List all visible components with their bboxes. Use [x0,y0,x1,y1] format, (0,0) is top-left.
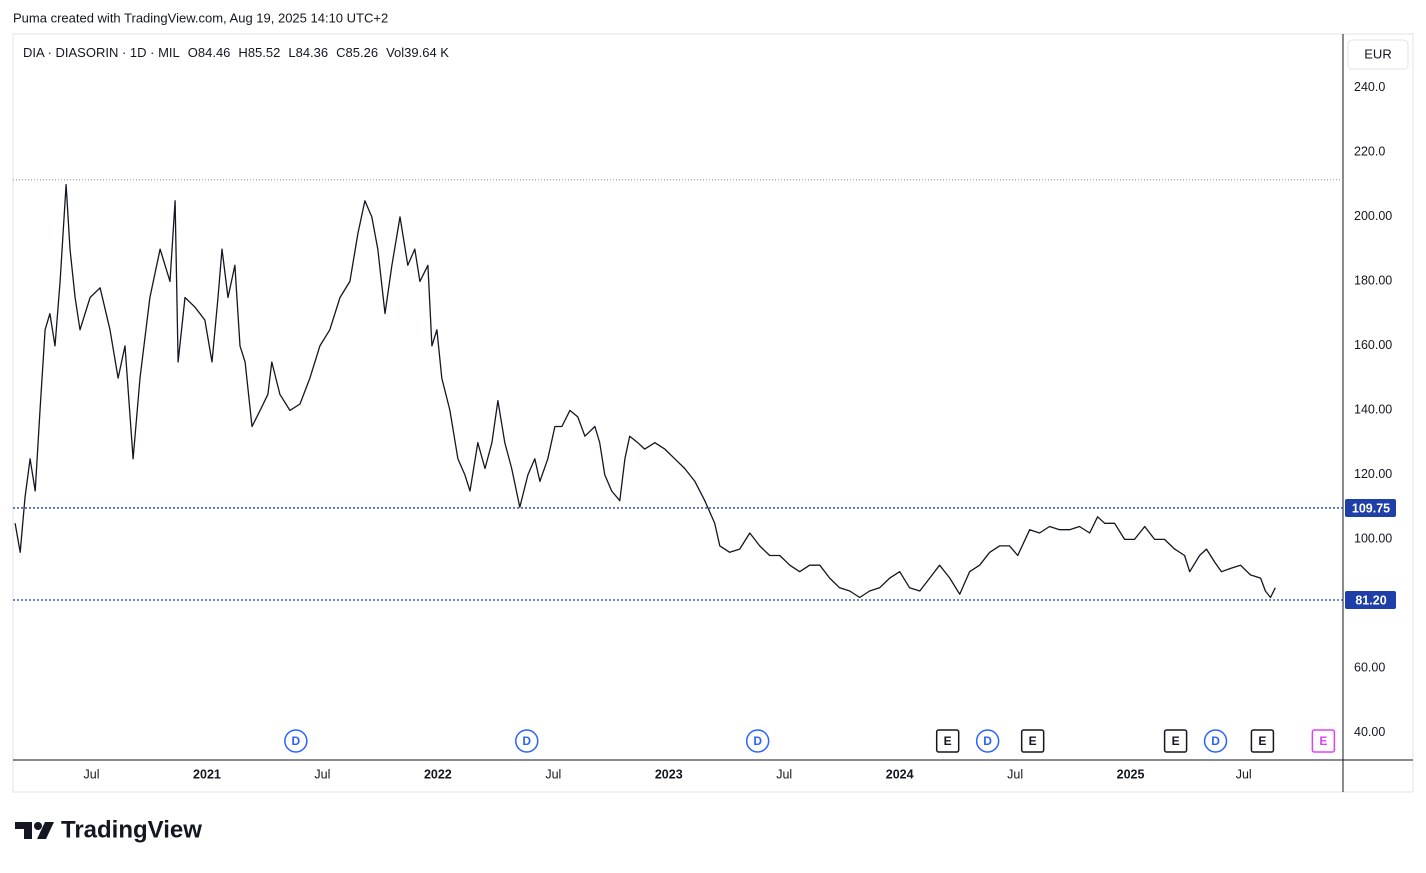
event-badge [515,729,539,753]
event-marker[interactable]: E [935,729,960,753]
price-line-label: 109.75 [1352,501,1390,515]
y-tick-label: 40.00 [1354,725,1385,739]
x-tick-label: Jul [84,767,100,781]
event-marker[interactable]: D [284,729,308,753]
event-badge [745,729,770,753]
event-badge [935,729,960,753]
y-tick-label: 60.00 [1354,661,1385,675]
event-label: E [1172,734,1180,748]
event-badge [975,729,1000,753]
x-tick-label: Jul [1007,767,1023,781]
x-tick-label: Jul [776,767,792,781]
price-line-series [14,183,1276,599]
currency-button[interactable] [1347,39,1409,70]
event-label: E [944,734,952,748]
x-tick-label: 2022 [424,767,452,781]
brand-logo [15,822,54,839]
price-line-label-bg [1345,591,1396,610]
symbol-legend: DIA · DIASORIN · 1D · MIL O84.46 H85.52 L84… [23,45,449,60]
event-marker[interactable]: D [515,729,539,753]
y-tick-label: 200.00 [1354,209,1392,223]
price-line-label-bg [1345,498,1396,517]
x-tick-label: 2023 [655,767,683,781]
event-label: E [1258,734,1266,748]
symbol: DIA · DIASORIN · 1D · MIL [23,45,180,60]
event-marker[interactable]: D [1203,729,1228,753]
ohlc-value: 84.36 [296,45,329,60]
event-label: D [753,734,762,748]
event-label: E [1029,734,1037,748]
x-tick-label: 2024 [886,767,914,781]
event-marker[interactable]: D [745,729,770,753]
x-tick-label: Jul [545,767,561,781]
event-badge [1250,729,1275,753]
event-badge [1311,729,1336,753]
x-tick-label: Jul [1236,767,1252,781]
ohlc-value: 85.52 [248,45,281,60]
event-badge [284,729,308,753]
y-tick-label: 160.00 [1354,338,1392,352]
x-tick-label: 2025 [1117,767,1145,781]
event-marker[interactable]: D [975,729,1000,753]
y-tick-label: 220.0 [1354,145,1385,159]
ohlc-label: C [336,45,345,60]
y-tick-label: 180.00 [1354,274,1392,288]
y-tick-label: 100.00 [1354,532,1392,546]
ohlc-value: 84.46 [198,45,231,60]
chart-frame [12,33,1414,793]
event-label: D [522,734,531,748]
event-marker[interactable]: E [1020,729,1045,753]
price-line-label: 81.20 [1355,593,1386,607]
ohlc-label: O [188,45,198,60]
y-tick-label: 240.0 [1354,80,1385,94]
event-label: D [1211,734,1220,748]
x-tick-label: 2021 [193,767,221,781]
y-tick-label: 140.00 [1354,403,1392,417]
event-marker[interactable]: E [1250,729,1275,753]
ohlc-value: 85.26 [346,45,379,60]
brand: TradingView [61,816,202,843]
volume-label: Vol [386,45,404,60]
ohlc-label: H [238,45,247,60]
currency[interactable]: EUR [1364,46,1391,61]
event-label: E [1319,734,1327,748]
event-marker[interactable]: E [1311,729,1336,753]
y-tick-label: 120.00 [1354,467,1392,481]
attribution: Puma created with TradingView.com, Aug 1… [13,10,388,25]
event-label: D [292,734,301,748]
event-badge [1163,729,1188,753]
volume-value: 39.64 K [404,45,449,60]
event-marker[interactable]: E [1163,729,1188,753]
event-label: D [983,734,992,748]
x-tick-label: Jul [314,767,330,781]
event-badge [1020,729,1045,753]
ohlc-label: L [288,45,295,60]
event-badge [1203,729,1228,753]
